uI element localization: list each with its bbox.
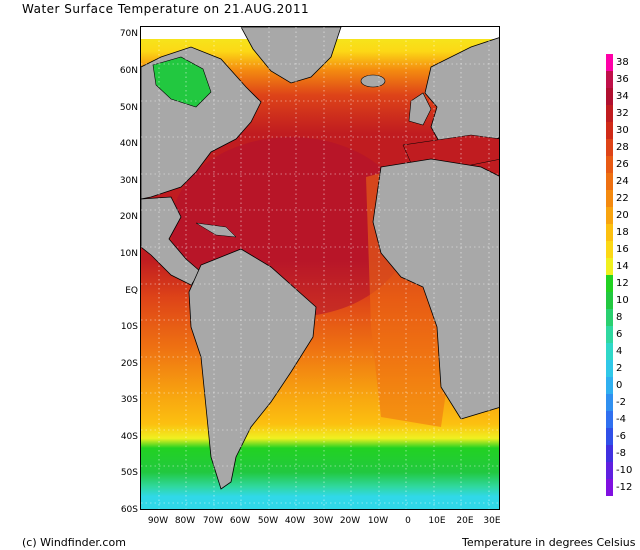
lat-label: 40S — [120, 432, 138, 442]
colorbar-swatch — [606, 292, 613, 309]
colorbar-tick-label: 2 — [616, 362, 623, 374]
colorbar-swatch — [606, 122, 613, 139]
lon-label: 30E — [483, 516, 501, 526]
colorbar-swatch — [606, 343, 613, 360]
lon-label: 90W — [147, 516, 169, 526]
greenland-land — [240, 27, 342, 84]
colorbar-swatch — [606, 224, 613, 241]
colorbar-tick-label: 32 — [616, 107, 629, 119]
lat-label: 60S — [120, 505, 138, 515]
colorbar-swatch — [606, 428, 613, 445]
lon-label: 30W — [312, 516, 334, 526]
lat-label: 10N — [119, 249, 138, 259]
lon-label: 10E — [428, 516, 446, 526]
lat-label: 50S — [120, 468, 138, 478]
colorbar-tick-label: 12 — [616, 277, 629, 289]
colorbar-tick-label: 30 — [616, 124, 629, 136]
colorbar-tick-label: 14 — [616, 260, 629, 272]
colorbar-tick-label: 16 — [616, 243, 629, 255]
colorbar-swatch — [606, 462, 613, 479]
southern-ocean — [141, 505, 499, 509]
colorbar-tick-label: 6 — [616, 328, 623, 340]
colorbar-tick-label: -4 — [616, 413, 626, 425]
colorbar-tick-label: 20 — [616, 209, 629, 221]
credit-text: (c) Windfinder.com — [22, 536, 126, 549]
sst-map-canvas — [141, 27, 499, 509]
lon-label: 20W — [339, 516, 361, 526]
lat-label: 20N — [119, 212, 138, 222]
colorbar-tick-label: 24 — [616, 175, 629, 187]
colorbar-tick-label: -8 — [616, 447, 626, 459]
lat-label: EQ — [125, 286, 138, 296]
colorbar-swatch — [606, 445, 613, 462]
temperature-colorbar — [606, 54, 613, 496]
colorbar-tick-label: -2 — [616, 396, 626, 408]
colorbar-swatch — [606, 360, 613, 377]
colorbar-swatch — [606, 309, 613, 326]
lat-label: 30S — [120, 395, 138, 405]
colorbar-tick-label: 38 — [616, 56, 629, 68]
colorbar-swatch — [606, 207, 613, 224]
colorbar-swatch — [606, 88, 613, 105]
colorbar-tick-label: 10 — [616, 294, 629, 306]
lon-label: 20E — [456, 516, 474, 526]
colorbar-tick-label: -10 — [616, 464, 633, 476]
south-america-land — [188, 248, 317, 490]
colorbar-swatch — [606, 411, 613, 428]
colorbar-tick-label: 4 — [616, 345, 623, 357]
units-label: Temperature in degrees Celsius — [462, 536, 636, 549]
lat-label: 40N — [119, 139, 138, 149]
colorbar-tick-label: 0 — [616, 379, 623, 391]
colorbar-swatch — [606, 326, 613, 343]
lat-label: 50N — [119, 103, 138, 113]
colorbar-tick-label: 36 — [616, 73, 629, 85]
colorbar-swatch — [606, 105, 613, 122]
colorbar-swatch — [606, 71, 613, 88]
lat-label: 10S — [120, 322, 138, 332]
map-title: Water Surface Temperature on 21.AUG.2011 — [22, 2, 310, 16]
colorbar-swatch — [606, 156, 613, 173]
lat-label: 70N — [119, 29, 138, 39]
colorbar-swatch — [606, 54, 613, 71]
colorbar-swatch — [606, 479, 613, 496]
lat-label: 20S — [120, 359, 138, 369]
colorbar-tick-label: 34 — [616, 90, 629, 102]
colorbar-tick-label: -12 — [616, 481, 633, 493]
colorbar-tick-label: 18 — [616, 226, 629, 238]
lon-label: 50W — [257, 516, 279, 526]
lon-label: 60W — [229, 516, 251, 526]
colorbar-swatch — [606, 394, 613, 411]
colorbar-swatch — [606, 258, 613, 275]
colorbar-swatch — [606, 190, 613, 207]
colorbar-tick-label: -6 — [616, 430, 626, 442]
colorbar-swatch — [606, 377, 613, 394]
lon-label: 0 — [405, 516, 411, 526]
lat-label: 30N — [119, 176, 138, 186]
africa-land — [372, 158, 499, 420]
colorbar-swatch — [606, 275, 613, 292]
caribbean-islands — [195, 222, 237, 238]
graticule — [141, 27, 499, 509]
colorbar-tick-label: 26 — [616, 158, 629, 170]
colorbar-tick-label: 28 — [616, 141, 629, 153]
iceland-land — [360, 74, 386, 88]
colorbar-swatch — [606, 173, 613, 190]
sst-map[interactable] — [140, 26, 500, 510]
colorbar-tick-label: 8 — [616, 311, 623, 323]
lat-label: 60N — [119, 66, 138, 76]
hudson-bay — [152, 56, 212, 108]
lon-label: 80W — [174, 516, 196, 526]
lon-label: 40W — [284, 516, 306, 526]
colorbar-swatch — [606, 241, 613, 258]
colorbar-swatch — [606, 139, 613, 156]
lon-label: 10W — [367, 516, 389, 526]
colorbar-tick-label: 22 — [616, 192, 629, 204]
lon-label: 70W — [202, 516, 224, 526]
